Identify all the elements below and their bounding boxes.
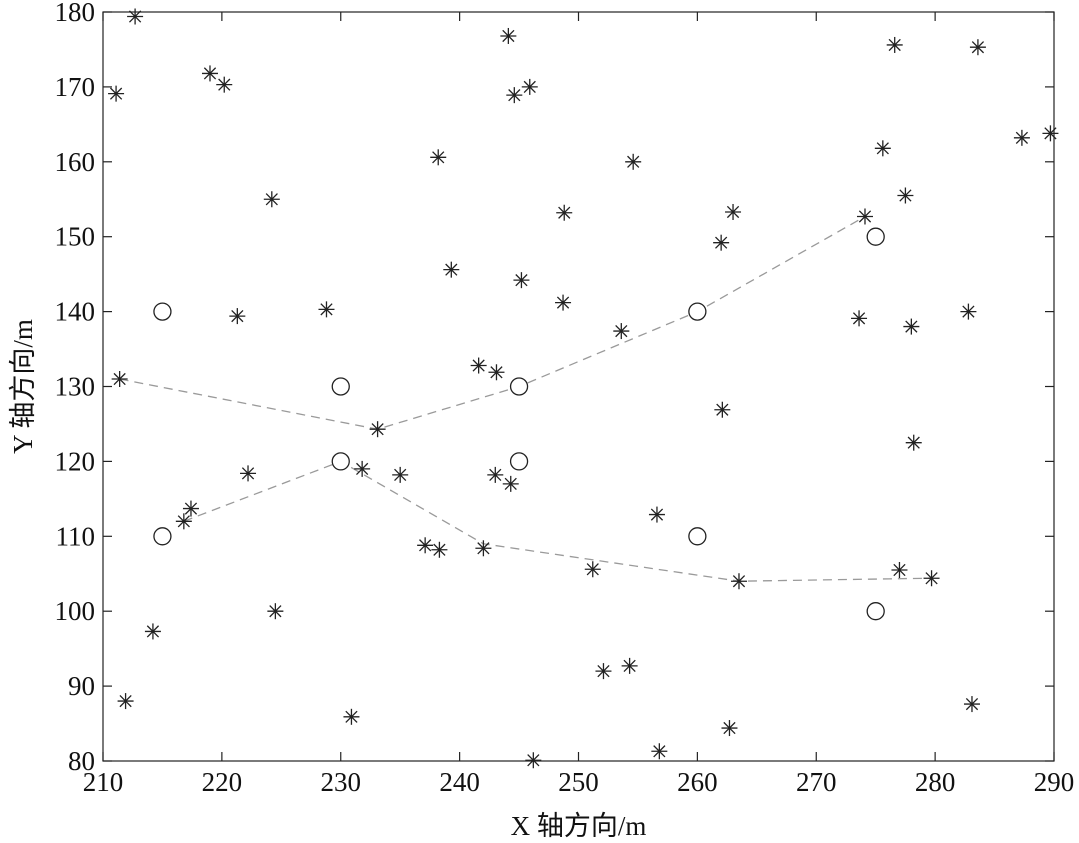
x-tick-label: 230 [321, 767, 362, 797]
asterisk-marker [117, 693, 134, 710]
asterisk-marker [108, 85, 125, 102]
asterisk-marker [613, 323, 630, 340]
asterisk-marker [475, 540, 492, 557]
asterisk-marker [625, 153, 642, 170]
asterisk-marker [392, 466, 409, 483]
asterisk-marker [201, 65, 218, 82]
asterisk-marker [525, 752, 542, 769]
asterisk-marker [470, 357, 487, 374]
asterisk-marker [443, 261, 460, 278]
circle-marker [866, 602, 885, 621]
asterisk-marker [1042, 125, 1059, 142]
y-tick-label: 140 [55, 297, 96, 327]
asterisk-marker [240, 465, 257, 482]
dashed-paths [119, 215, 932, 582]
asterisk-marker [182, 500, 199, 517]
asterisk-marker [648, 506, 665, 523]
asterisk-marker [713, 234, 730, 251]
dashed-path [119, 215, 866, 430]
asterisk-marker [730, 573, 747, 590]
x-tick-label: 280 [915, 767, 956, 797]
asterisk-marker [1013, 129, 1030, 146]
axis-ticks: 210 220 230 240 250 260 270 280 290 80 90 100 110 120… [55, 0, 1075, 797]
data-points [108, 8, 1059, 769]
x-axis-label: X 轴方向/m [511, 811, 647, 841]
asterisk-marker [521, 78, 538, 95]
asterisk-marker [905, 434, 922, 451]
y-tick-label: 130 [55, 372, 96, 402]
asterisk-marker [487, 466, 504, 483]
asterisk-marker [506, 87, 523, 104]
asterisk-marker [263, 191, 280, 208]
circle-marker [153, 302, 172, 321]
asterisk-marker [502, 475, 519, 492]
asterisk-marker [318, 301, 335, 318]
asterisk-marker [127, 8, 144, 25]
asterisk-marker [725, 203, 742, 220]
asterisk-marker [513, 272, 530, 289]
circle-marker [331, 377, 350, 396]
asterisk-marker [354, 460, 371, 477]
asterisk-marker [500, 27, 517, 44]
asterisk-marker [175, 513, 192, 530]
x-tick-label: 240 [439, 767, 480, 797]
asterisk-marker [903, 318, 920, 335]
asterisk-marker [417, 537, 434, 554]
asterisk-marker [891, 562, 908, 579]
y-tick-label: 160 [55, 147, 96, 177]
circle-marker [688, 527, 707, 546]
x-tick-label: 260 [677, 767, 718, 797]
asterisk-marker [111, 371, 128, 388]
x-tick-label: 290 [1034, 767, 1075, 797]
asterisk-marker [960, 303, 977, 320]
circle-marker [331, 452, 350, 471]
asterisk-marker [886, 36, 903, 53]
y-tick-label: 90 [68, 671, 95, 701]
asterisk-marker [856, 208, 873, 225]
asterisk-marker [621, 657, 638, 674]
asterisk-marker [488, 364, 505, 381]
circle-marker [688, 302, 707, 321]
circle-marker [509, 377, 529, 396]
asterisk-marker [874, 140, 891, 157]
asterisk-marker [556, 204, 573, 221]
asterisk-marker [721, 720, 738, 737]
asterisk-marker [431, 541, 448, 558]
y-tick-label: 110 [56, 521, 96, 551]
asterisk-marker [714, 401, 731, 418]
asterisk-marker [555, 294, 572, 311]
asterisk-marker [343, 708, 360, 725]
dashed-path [183, 460, 932, 582]
y-axis-label: Y 轴方向/m [8, 319, 38, 454]
asterisk-marker [897, 187, 914, 204]
y-tick-label: 170 [55, 72, 96, 102]
y-tick-label: 150 [55, 222, 96, 252]
asterisk-marker [584, 561, 601, 578]
x-tick-label: 270 [796, 767, 837, 797]
circle-marker [153, 527, 172, 546]
asterisk-marker [369, 421, 386, 438]
asterisk-marker [963, 696, 980, 713]
x-tick-label: 210 [83, 767, 124, 797]
y-tick-label: 180 [55, 0, 96, 27]
circle-marker [509, 452, 529, 471]
asterisk-marker [595, 663, 612, 680]
x-tick-label: 250 [558, 767, 599, 797]
asterisk-marker [267, 603, 284, 620]
asterisk-marker [216, 76, 233, 93]
asterisk-marker [851, 310, 868, 327]
asterisk-marker [923, 570, 940, 587]
asterisk-marker [144, 623, 161, 640]
y-tick-label: 120 [55, 446, 96, 476]
x-tick-label: 220 [202, 767, 243, 797]
y-tick-label: 80 [68, 746, 95, 776]
asterisk-marker [651, 743, 668, 760]
asterisk-marker [969, 39, 986, 56]
plot-frame [102, 11, 1055, 762]
y-tick-label: 100 [55, 596, 96, 626]
asterisk-marker [430, 149, 447, 166]
circle-marker [866, 227, 885, 246]
asterisk-marker [229, 308, 246, 325]
